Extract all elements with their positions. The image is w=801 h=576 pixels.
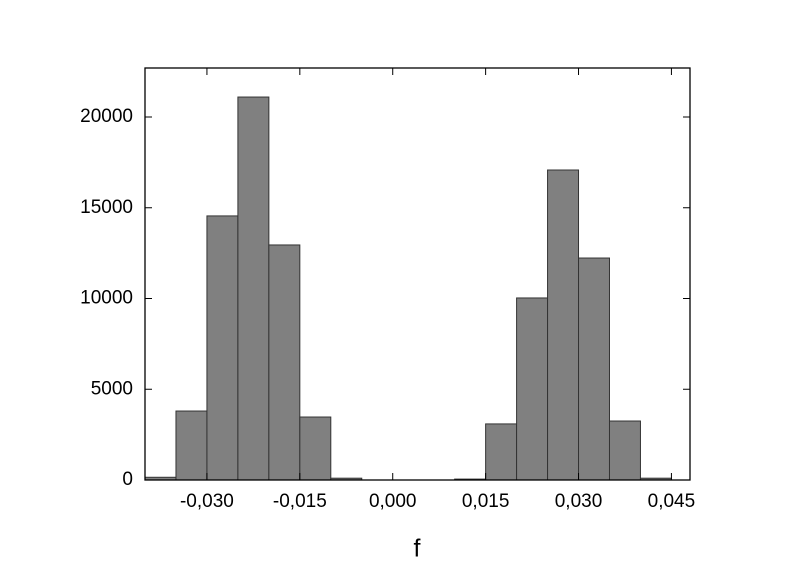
y-tick-label: 15000 <box>80 197 133 218</box>
y-tick-label: 10000 <box>80 288 133 309</box>
x-axis-label: f <box>414 535 421 563</box>
plot-frame <box>144 67 691 481</box>
y-tick-label: 20000 <box>80 106 133 127</box>
bar <box>485 423 518 481</box>
x-tick-label: 0,000 <box>369 491 417 512</box>
x-tick-label: 0,030 <box>555 491 603 512</box>
bar <box>175 410 208 481</box>
bar <box>268 244 301 481</box>
x-tick-label: -0,030 <box>180 491 234 512</box>
bar <box>206 215 239 481</box>
x-tick-label: 0,045 <box>648 491 696 512</box>
bar <box>578 257 610 481</box>
x-tick-label: 0,015 <box>462 491 510 512</box>
bar <box>237 96 270 481</box>
bar <box>516 297 549 481</box>
y-tick-label: 5000 <box>91 378 133 399</box>
bar <box>608 420 641 481</box>
bar <box>547 169 580 481</box>
x-tick-label: -0,015 <box>273 491 327 512</box>
y-tick-label: 0 <box>122 469 133 490</box>
bar <box>299 416 332 481</box>
